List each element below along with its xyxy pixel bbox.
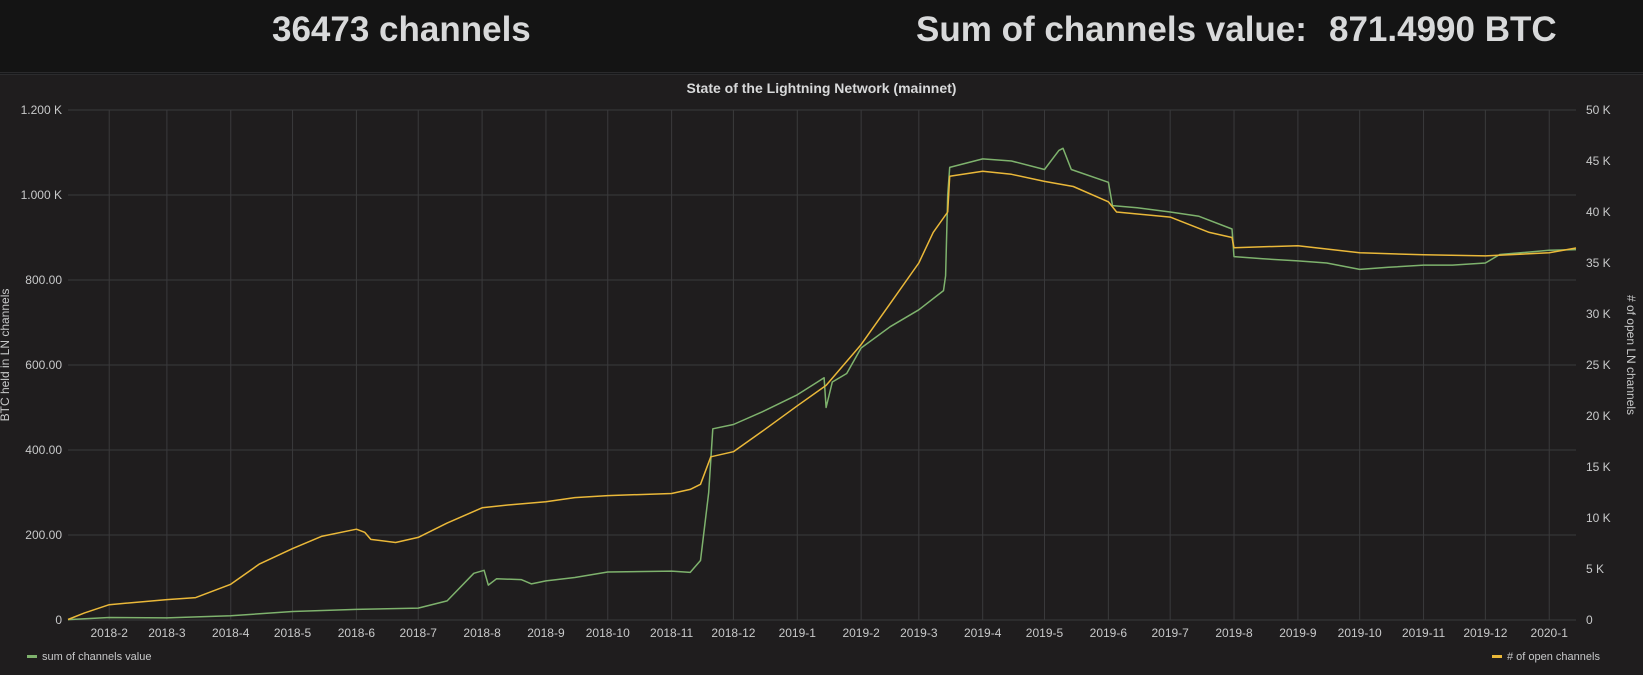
x-tick-label: 2018-11 bbox=[650, 626, 693, 640]
x-tick-label: 2019-9 bbox=[1279, 626, 1317, 640]
x-tick-label: 2019-3 bbox=[900, 626, 938, 640]
series-line-value bbox=[67, 147, 1577, 621]
y2-tick-label: 0 bbox=[1586, 613, 1593, 627]
legend-swatch-channels bbox=[1492, 655, 1502, 658]
y-axis-title: BTC held in LN channels bbox=[0, 289, 12, 422]
sum-value-stat: 871.4990 BTC bbox=[1329, 10, 1557, 49]
x-tick-label: 2018-4 bbox=[212, 626, 250, 640]
x-tick-label: 2019-10 bbox=[1338, 626, 1382, 640]
y-tick-label: 800.00 bbox=[25, 273, 62, 287]
sum-value-label: Sum of channels value: bbox=[916, 10, 1307, 49]
stats-bar: 36473 channels Sum of channels value: 87… bbox=[0, 0, 1643, 73]
series-layer bbox=[67, 147, 1577, 621]
axis-layer: 0 200.00 400.00 600.00 800.00 1.000 K 1.200 K 0… bbox=[0, 103, 1638, 640]
x-tick-label: 2018-8 bbox=[463, 626, 501, 640]
y2-tick-label: 50 K bbox=[1586, 103, 1611, 117]
chart-panel bbox=[0, 74, 1643, 675]
x-tick-label: 2018-2 bbox=[91, 626, 129, 640]
y2-tick-label: 15 K bbox=[1586, 460, 1611, 474]
y2-tick-label: 30 K bbox=[1586, 307, 1611, 321]
x-tick-label: 2019-12 bbox=[1463, 626, 1507, 640]
grid-layer bbox=[68, 109, 1576, 621]
y-tick-label: 0 bbox=[55, 613, 62, 627]
y2-tick-label: 20 K bbox=[1586, 409, 1611, 423]
x-tick-label: 2019-8 bbox=[1215, 626, 1253, 640]
x-tick-label: 2018-3 bbox=[148, 626, 186, 640]
x-tick-label: 2018-7 bbox=[400, 626, 438, 640]
x-tick-label: 2018-12 bbox=[711, 626, 755, 640]
y2-axis-title: # of open LN channels bbox=[1624, 295, 1638, 415]
y2-tick-label: 40 K bbox=[1586, 205, 1611, 219]
x-tick-label: 2019-4 bbox=[964, 626, 1002, 640]
x-tick-label: 2019-11 bbox=[1402, 626, 1445, 640]
y-tick-label: 400.00 bbox=[25, 443, 62, 457]
y-tick-label: 200.00 bbox=[25, 528, 62, 542]
y-tick-label: 600.00 bbox=[25, 358, 62, 372]
y2-tick-label: 5 K bbox=[1586, 562, 1604, 576]
x-tick-label: 2018-10 bbox=[586, 626, 630, 640]
series-line-channels bbox=[67, 170, 1577, 621]
x-tick-label: 2018-9 bbox=[527, 626, 565, 640]
x-tick-label: 2019-5 bbox=[1026, 626, 1064, 640]
y2-tick-label: 35 K bbox=[1586, 256, 1611, 270]
y-tick-label: 1.200 K bbox=[21, 103, 62, 117]
x-tick-label: 2019-6 bbox=[1090, 626, 1128, 640]
y-tick-label: 1.000 K bbox=[21, 188, 62, 202]
legend-swatch-value bbox=[27, 655, 37, 658]
x-tick-label: 2018-5 bbox=[274, 626, 312, 640]
chart-title: State of the Lightning Network (mainnet) bbox=[686, 80, 957, 96]
x-tick-label: 2019-1 bbox=[779, 626, 817, 640]
y2-tick-label: 10 K bbox=[1586, 511, 1611, 525]
x-tick-label: 2019-7 bbox=[1151, 626, 1189, 640]
y2-tick-label: 45 K bbox=[1586, 154, 1611, 168]
channel-count-stat: 36473 channels bbox=[272, 10, 531, 49]
x-tick-label: 2019-2 bbox=[842, 626, 880, 640]
y2-tick-label: 25 K bbox=[1586, 358, 1611, 372]
x-tick-label: 2020-1 bbox=[1531, 626, 1569, 640]
x-tick-label: 2018-6 bbox=[338, 626, 376, 640]
legend-layer: sum of channels value # of open channels bbox=[27, 651, 1600, 663]
legend-label-value: sum of channels value bbox=[42, 651, 151, 663]
legend-label-channels: # of open channels bbox=[1507, 651, 1600, 663]
